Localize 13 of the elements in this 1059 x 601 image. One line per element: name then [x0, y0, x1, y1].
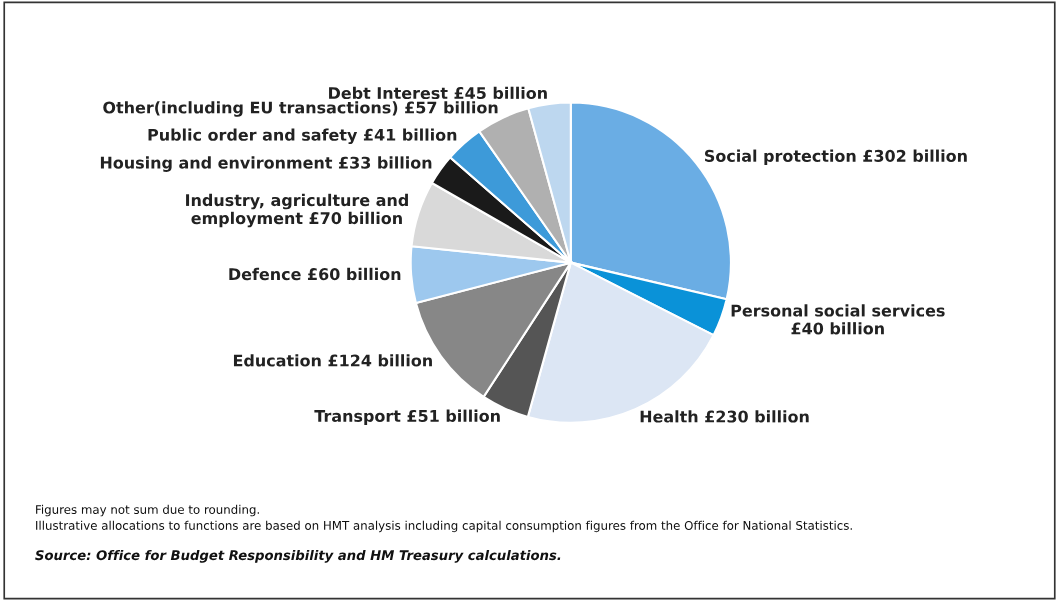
- source-note: Source: Office for Budget Responsibility and HM Treasury calculations.: [35, 549, 561, 563]
- slice-label: Social protection £302 billion: [704, 149, 967, 165]
- slice-label: Transport £51 billion: [314, 409, 500, 426]
- slice-label: Education £124 billion: [233, 354, 432, 367]
- text: Figures may not sum due to rounding. Illustrative allocations to functions are based on HMT analysis including capital consumption figures from the Office for National Statistics.: [36, 504, 852, 533]
- slice-label: Public order and safety £41 billion: [148, 128, 457, 145]
- slice-label: Personal social services £40 billion: [731, 304, 945, 335]
- slice-label: Defence £60 billion: [229, 267, 401, 281]
- slice-label: Other(including EU transactions) £57 billion: [103, 101, 498, 117]
- slice-label: Housing and environment £33 billion: [100, 156, 432, 172]
- slice-label: Industry, agriculture and employment £70 billion: [186, 193, 408, 228]
- slice-label: Debt Interest £45 billion: [329, 86, 547, 100]
- slice-label: Health £230 billion: [640, 410, 809, 423]
